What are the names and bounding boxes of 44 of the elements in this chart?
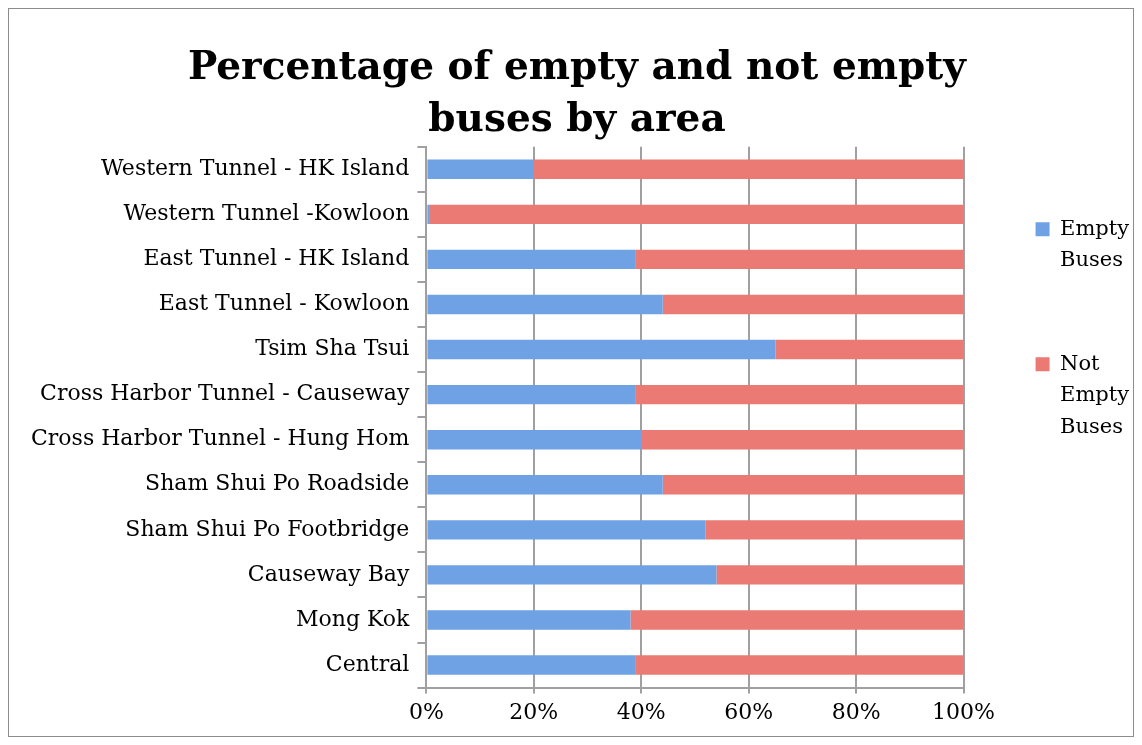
y-tick-label: Western Tunnel -Kowloon (123, 200, 410, 226)
bar (427, 294, 663, 315)
x-tick-label: 0% (408, 698, 444, 724)
bar (635, 655, 964, 675)
legend-label: Not Empty Buses (1060, 350, 1130, 438)
x-tick-label: 20% (509, 698, 559, 724)
y-tick-label: Central (325, 650, 410, 676)
bar (427, 384, 636, 405)
y-tick-label: Causeway Bay (247, 560, 410, 586)
y-tick-label: Western Tunnel - HK Island (101, 154, 410, 180)
y-tick-label: Cross Harbor Tunnel - Hung Hom (31, 425, 410, 451)
bar (427, 249, 636, 270)
bar (427, 520, 706, 540)
y-tick-label: Sham Shui Po Footbridge (125, 515, 410, 541)
bar (429, 204, 964, 225)
x-tick-label: 60% (724, 698, 774, 724)
y-tick-label: East Tunnel - Kowloon (158, 290, 410, 316)
bar (630, 610, 964, 630)
bar (427, 339, 776, 360)
y-tick-label: Tsim Sha Tsui (255, 335, 410, 361)
bar (533, 159, 964, 179)
x-tick-label: 100% (932, 698, 996, 724)
x-tick-label: 40% (616, 698, 666, 724)
bar (705, 520, 964, 540)
bar (427, 430, 642, 450)
bar (775, 339, 964, 360)
bar (641, 430, 964, 450)
bar (427, 159, 534, 179)
y-tick-label: Mong Kok (295, 605, 411, 631)
bar (427, 565, 717, 585)
y-tick-label: Cross Harbor Tunnel - Causeway (40, 380, 410, 406)
chart-title: Percentage of empty and not empty buses by area (188, 42, 968, 140)
bar (635, 384, 964, 405)
bar (427, 475, 663, 495)
bar (716, 565, 964, 585)
bar (662, 294, 964, 315)
bar (427, 655, 636, 675)
x-tick-label: 80% (831, 698, 881, 724)
bar (635, 249, 964, 270)
bar (427, 610, 631, 630)
legend-label: Empty Buses (1060, 215, 1130, 272)
bar (662, 475, 964, 495)
y-tick-label: East Tunnel - HK Island (143, 245, 410, 271)
y-tick-label: Sham Shui Po Roadside (145, 470, 410, 496)
